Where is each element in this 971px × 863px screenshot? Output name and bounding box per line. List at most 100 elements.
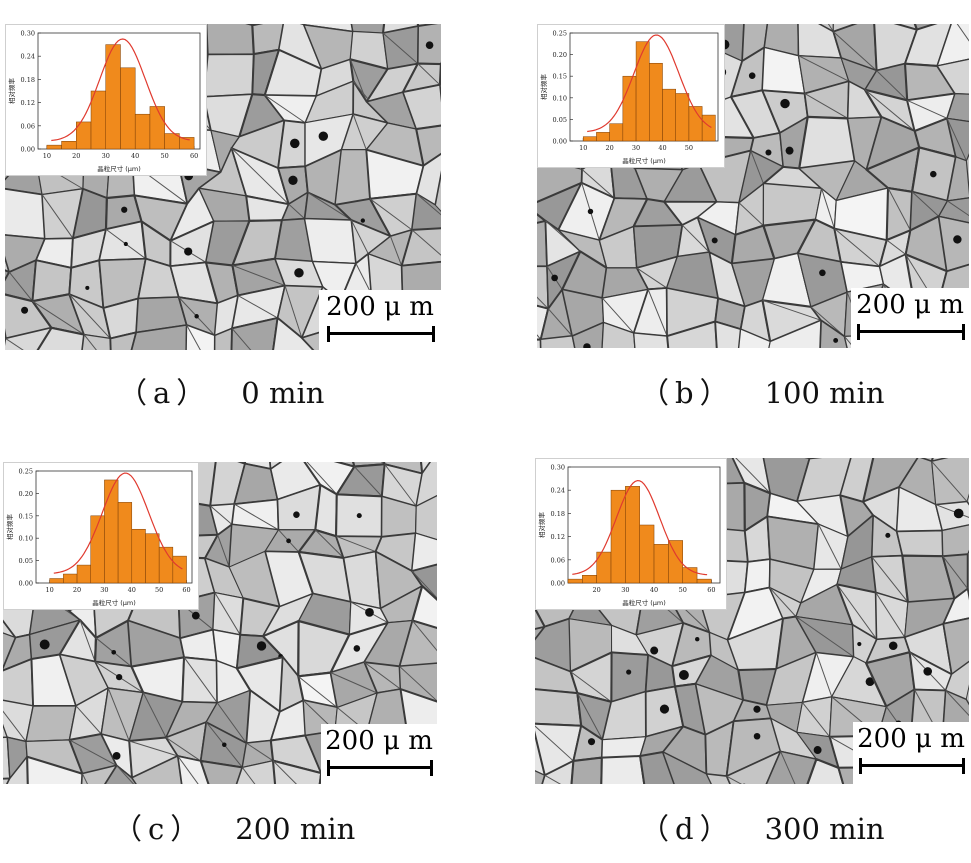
y-tick-label: 0.24 bbox=[551, 487, 565, 495]
grain bbox=[600, 755, 646, 784]
twin-boundary bbox=[537, 296, 549, 310]
pore bbox=[813, 746, 822, 755]
twin-boundary bbox=[945, 690, 969, 717]
grain bbox=[26, 755, 84, 784]
y-axis-label: 相对频率 bbox=[5, 514, 14, 541]
caption-label: （a） bbox=[118, 376, 212, 410]
twin-boundary bbox=[636, 267, 668, 289]
twin-boundary bbox=[547, 308, 573, 337]
twin-boundary bbox=[570, 671, 612, 703]
y-tick-label: 0.12 bbox=[21, 99, 35, 107]
y-tick-label: 0.06 bbox=[21, 122, 35, 130]
histogram-inset-a: 0.30 0.24 0.18 0.12 0.06 0.00 10 20 30 40 50 60 相对频率… bbox=[5, 24, 207, 176]
histogram-bar bbox=[61, 141, 77, 150]
histogram-bar bbox=[582, 136, 597, 142]
twin-boundary bbox=[231, 327, 252, 350]
twin-boundary bbox=[801, 702, 830, 737]
twin-boundary bbox=[369, 198, 413, 231]
histogram-bar bbox=[90, 90, 106, 150]
twin-boundary bbox=[234, 503, 279, 531]
grain bbox=[798, 115, 856, 170]
twin-boundary bbox=[8, 271, 33, 302]
y-tick-label: 0.06 bbox=[551, 556, 565, 564]
y-tick-label: 0.25 bbox=[19, 468, 33, 476]
twin-boundary bbox=[142, 692, 167, 738]
twin-boundary bbox=[804, 93, 848, 119]
pore bbox=[39, 639, 50, 650]
y-tick-label: 0.18 bbox=[551, 510, 565, 518]
pore bbox=[833, 338, 839, 343]
scale-bar-label: 200 μ m bbox=[856, 290, 964, 320]
scale-bar-tick-right bbox=[430, 760, 433, 776]
y-tick-label: 0.10 bbox=[553, 94, 567, 102]
twin-boundary bbox=[827, 24, 834, 32]
twin-boundary bbox=[946, 118, 967, 161]
grain bbox=[415, 462, 437, 507]
caption-b: （b） 100 min bbox=[640, 370, 885, 412]
scale-bar: 200 μ m bbox=[851, 288, 969, 348]
pore bbox=[111, 649, 117, 655]
twin-boundary bbox=[544, 774, 562, 784]
grain bbox=[398, 619, 437, 668]
grain bbox=[203, 53, 255, 98]
histogram-chart: 0.30 0.24 0.18 0.12 0.06 0.00 20 30 40 50 60 相对频率晶粒… bbox=[537, 464, 721, 607]
grain bbox=[725, 750, 782, 784]
pore bbox=[650, 646, 659, 655]
x-tick-label: 20 bbox=[606, 144, 614, 152]
y-tick-label: 0.05 bbox=[553, 116, 567, 124]
grain bbox=[946, 92, 969, 123]
histogram-bar bbox=[635, 41, 650, 142]
scale-bar-line bbox=[327, 766, 433, 769]
scale-bar-tick-right bbox=[962, 324, 965, 340]
grain bbox=[662, 751, 712, 784]
pore bbox=[659, 704, 670, 714]
grain bbox=[81, 334, 112, 350]
grain bbox=[768, 319, 822, 348]
pore bbox=[256, 641, 267, 651]
x-axis-label: 晶粒尺寸 (μm) bbox=[622, 156, 666, 165]
twin-boundary bbox=[810, 306, 845, 337]
twin-boundary bbox=[576, 692, 603, 740]
grain bbox=[895, 529, 944, 558]
y-axis-label: 相对频率 bbox=[7, 78, 16, 105]
scale-bar-line bbox=[857, 330, 965, 333]
histogram-bar bbox=[609, 123, 624, 142]
grain bbox=[633, 332, 669, 348]
twin-boundary bbox=[81, 773, 88, 784]
grain bbox=[213, 327, 233, 350]
grain bbox=[3, 777, 11, 784]
twin-boundary bbox=[390, 236, 403, 267]
twin-boundary bbox=[411, 229, 441, 256]
y-tick-label: 0.20 bbox=[19, 490, 33, 498]
x-axis-label: 晶粒尺寸 (μm) bbox=[97, 164, 141, 173]
histogram-bar bbox=[610, 489, 626, 584]
grain bbox=[415, 494, 437, 541]
scale-bar-label: 200 μ m bbox=[325, 726, 433, 756]
histogram-bar bbox=[63, 573, 78, 584]
pore bbox=[695, 636, 700, 642]
histogram-bar bbox=[120, 67, 136, 150]
caption-time: 100 min bbox=[764, 376, 885, 410]
grain bbox=[314, 483, 338, 538]
pore bbox=[116, 674, 123, 681]
grain bbox=[714, 320, 742, 348]
histogram-bar bbox=[696, 578, 712, 584]
fit-curve bbox=[51, 38, 190, 142]
pore bbox=[953, 235, 962, 244]
fit-curve bbox=[53, 472, 183, 574]
grain bbox=[230, 316, 279, 350]
x-tick-label: 20 bbox=[593, 586, 601, 594]
grain bbox=[402, 83, 441, 130]
pore bbox=[288, 175, 298, 185]
twin-boundary bbox=[79, 619, 96, 662]
caption-time: 200 min bbox=[235, 812, 356, 846]
pore bbox=[290, 138, 300, 149]
pore bbox=[626, 669, 632, 675]
y-tick-label: 0.00 bbox=[21, 146, 35, 154]
pore bbox=[888, 641, 898, 651]
twin-boundary bbox=[411, 570, 437, 599]
grain bbox=[411, 532, 437, 572]
y-axis-label: 相对频率 bbox=[537, 512, 546, 539]
grain bbox=[938, 215, 969, 272]
pore bbox=[865, 677, 875, 687]
